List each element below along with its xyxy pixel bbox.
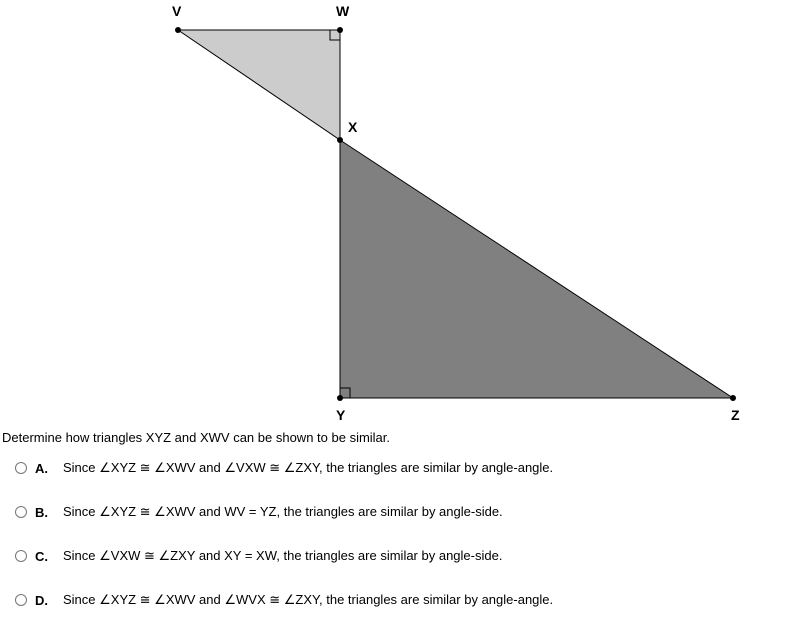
option-radio-d[interactable] — [15, 594, 27, 606]
option-radio-c[interactable] — [15, 550, 27, 562]
svg-text:Y: Y — [336, 407, 346, 420]
option-letter: D. — [35, 593, 51, 608]
option-letter: B. — [35, 505, 51, 520]
option-row: C. Since ∠VXW ≅ ∠ZXY and XY = XW, the tr… — [15, 548, 785, 564]
option-letter: C. — [35, 549, 51, 564]
option-radio-a[interactable] — [15, 462, 27, 474]
option-row: D. Since ∠XYZ ≅ ∠XWV and ∠WVX ≅ ∠ZXY, th… — [15, 592, 785, 608]
geometry-diagram: V W X Y Z — [0, 0, 800, 420]
option-text: Since ∠XYZ ≅ ∠XWV and WV = YZ, the trian… — [63, 504, 503, 520]
question-prompt: Determine how triangles XYZ and XWV can … — [2, 430, 390, 445]
answer-options: A. Since ∠XYZ ≅ ∠XWV and ∠VXW ≅ ∠ZXY, th… — [15, 460, 785, 636]
option-row: A. Since ∠XYZ ≅ ∠XWV and ∠VXW ≅ ∠ZXY, th… — [15, 460, 785, 476]
option-text: Since ∠XYZ ≅ ∠XWV and ∠VXW ≅ ∠ZXY, the t… — [63, 460, 553, 476]
option-radio-b[interactable] — [15, 506, 27, 518]
option-letter: A. — [35, 461, 51, 476]
diagram-svg: V W X Y Z — [0, 0, 800, 420]
option-text: Since ∠VXW ≅ ∠ZXY and XY = XW, the trian… — [63, 548, 502, 564]
svg-text:Z: Z — [731, 407, 740, 420]
option-text: Since ∠XYZ ≅ ∠XWV and ∠WVX ≅ ∠ZXY, the t… — [63, 592, 553, 608]
svg-text:W: W — [336, 3, 350, 19]
option-row: B. Since ∠XYZ ≅ ∠XWV and WV = YZ, the tr… — [15, 504, 785, 520]
svg-text:V: V — [172, 3, 182, 19]
svg-text:X: X — [348, 119, 358, 135]
